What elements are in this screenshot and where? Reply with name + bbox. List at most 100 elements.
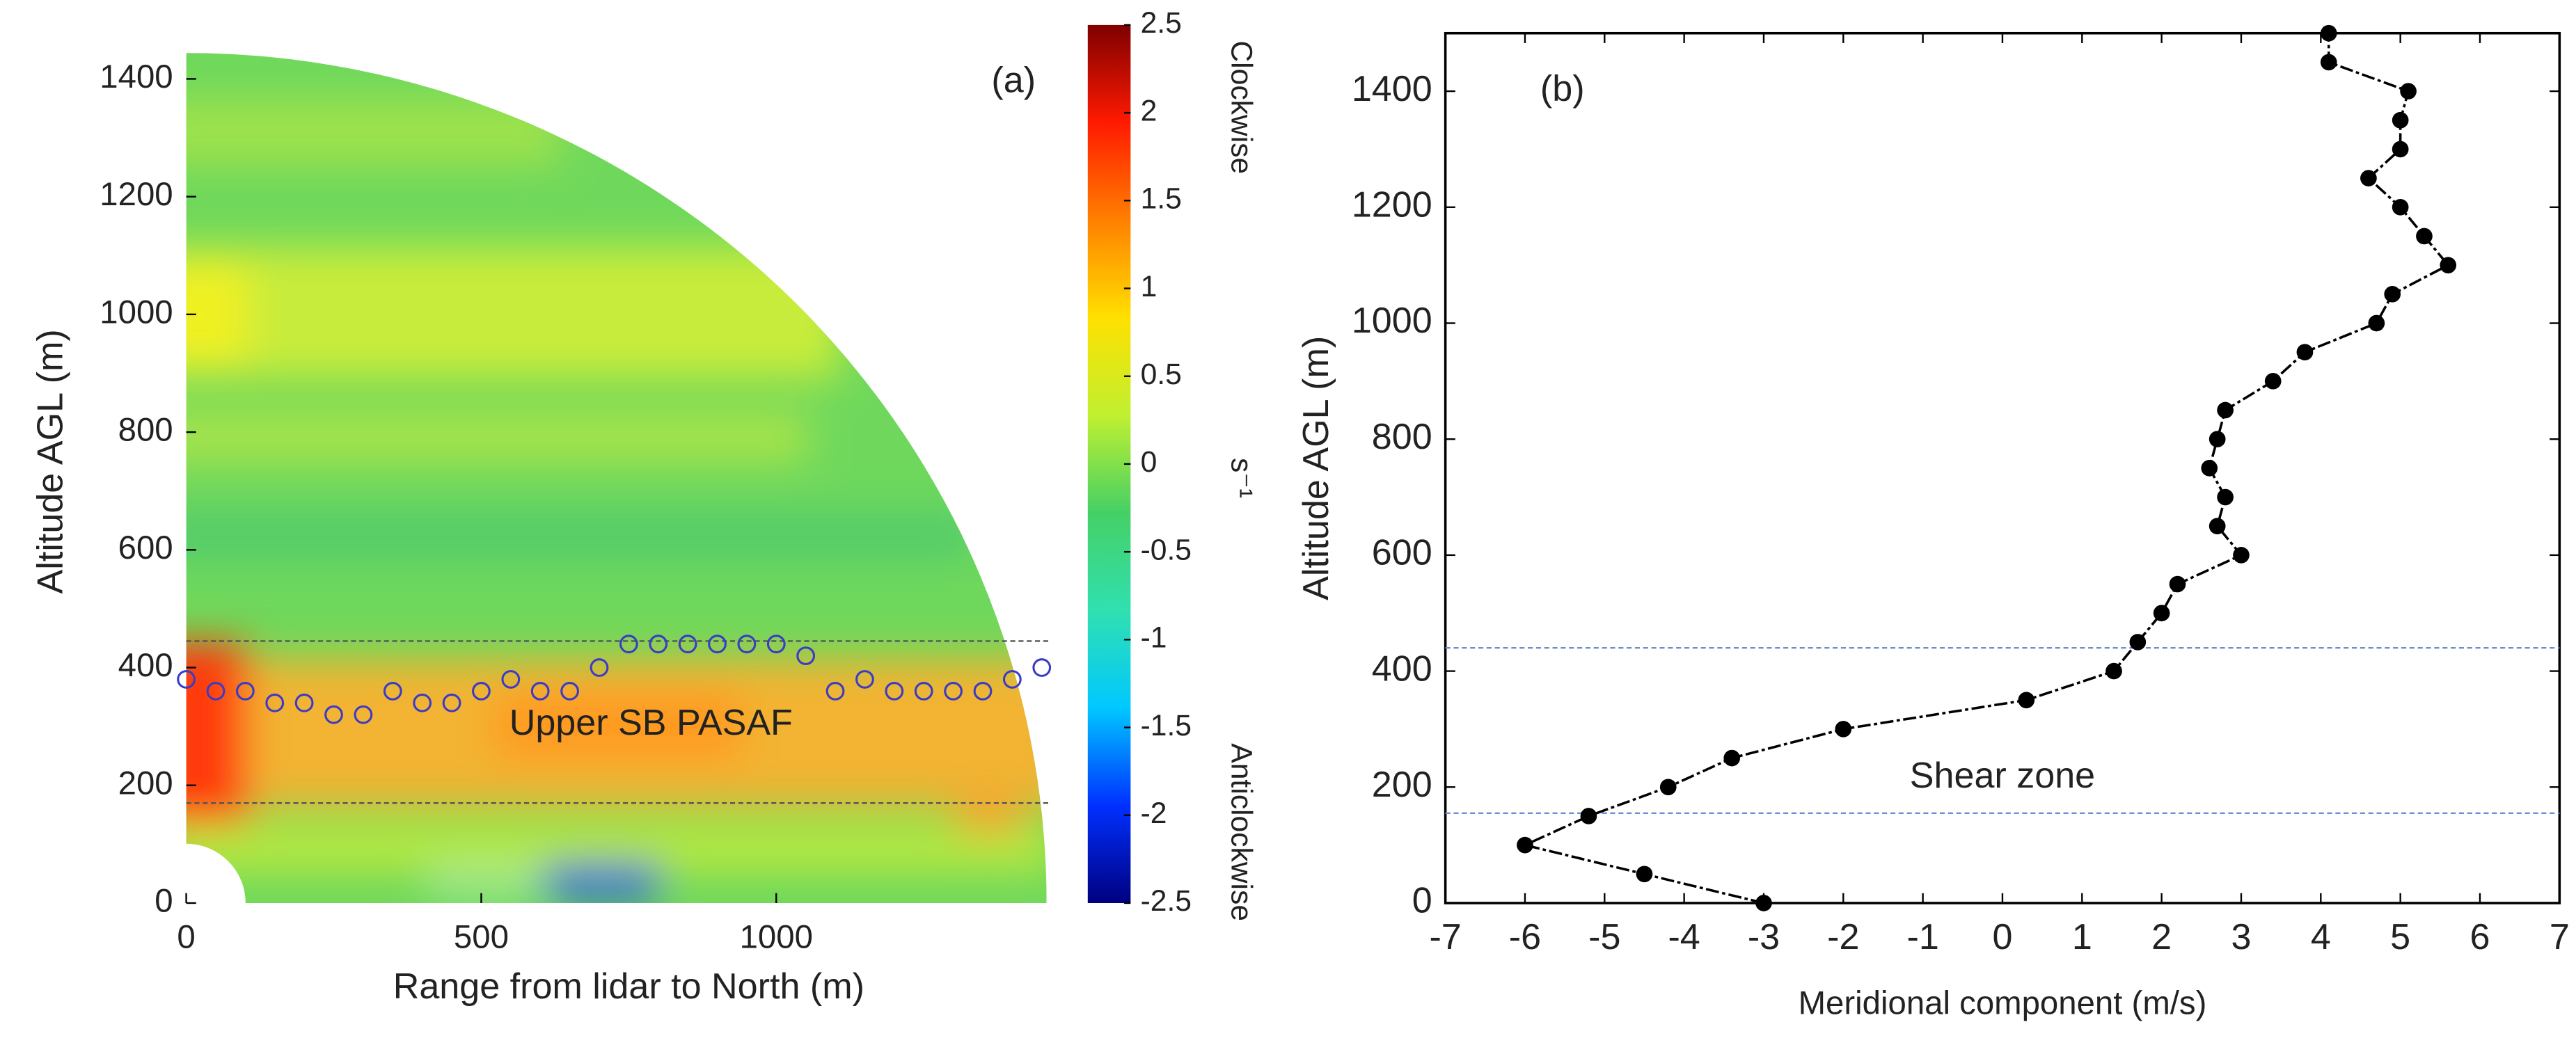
point	[2169, 575, 2186, 593]
point	[855, 670, 874, 689]
y-tick-label: 600	[118, 529, 173, 566]
point	[2384, 285, 2401, 303]
point	[766, 635, 786, 654]
y-tick-label: 1200	[1352, 185, 1432, 225]
x-tick-label: 1	[2072, 917, 2092, 957]
point	[796, 646, 816, 665]
point	[2208, 518, 2226, 535]
y-tick-label: 600	[1372, 533, 1432, 573]
colorbar-tick-label: -1.5	[1141, 709, 1192, 742]
x-tick-label: -1	[1906, 917, 1938, 957]
point	[206, 681, 226, 701]
colorbar-tick-label: -0.5	[1141, 533, 1192, 566]
x-tick-label: 0	[1992, 917, 2012, 957]
colorbar-tick-label: -1	[1141, 621, 1167, 655]
point	[235, 681, 255, 701]
y-axis-title: Altitude AGL (m)	[1296, 336, 1336, 600]
y-tick-label: 1400	[1352, 69, 1432, 109]
point	[442, 693, 461, 712]
colorbar-tick-label: -2.5	[1141, 884, 1192, 918]
point	[590, 658, 609, 677]
x-tick-label: 500	[454, 919, 509, 956]
y-tick-label: 200	[118, 765, 173, 801]
x-tick-label: -5	[1588, 917, 1620, 957]
point	[2392, 141, 2409, 158]
y-tick-label: 800	[1372, 417, 1432, 457]
point	[1659, 779, 1677, 796]
point	[2217, 401, 2234, 419]
colorbar-label: Anticlockwise	[1224, 743, 1258, 921]
point	[2320, 54, 2337, 71]
colorbar-tick-label: 2.5	[1141, 6, 1182, 40]
point	[1723, 749, 1741, 767]
x-tick-label: -2	[1827, 917, 1859, 957]
point	[2392, 198, 2409, 216]
x-tick-label: 5	[2390, 917, 2410, 957]
point	[413, 693, 432, 712]
point	[501, 670, 521, 689]
point	[2392, 111, 2409, 129]
point	[944, 681, 963, 701]
colorbar-tick-label: 0	[1141, 445, 1157, 479]
colorbar-tick-label: 0.5	[1141, 358, 1182, 391]
point	[2129, 634, 2147, 651]
point	[973, 681, 993, 701]
point	[383, 681, 402, 701]
point	[2368, 314, 2385, 332]
point	[2264, 372, 2282, 390]
point	[294, 693, 314, 712]
point	[2416, 228, 2433, 245]
x-tick-label: 7	[2550, 917, 2570, 957]
y-tick-label: 0	[1412, 881, 1432, 921]
point	[825, 681, 845, 701]
point	[2296, 344, 2314, 361]
point	[2153, 605, 2170, 622]
point	[530, 681, 550, 701]
annotation: (a)	[991, 61, 1036, 101]
point	[1517, 836, 1533, 854]
point	[1032, 658, 1052, 677]
y-tick-label: 1000	[1352, 301, 1432, 341]
point	[1580, 808, 1597, 824]
point	[737, 635, 757, 654]
y-tick-label: 800	[118, 412, 173, 449]
annotation: Shear zone	[1910, 756, 2095, 796]
point	[265, 693, 285, 712]
x-tick-label: 6	[2470, 917, 2490, 957]
x-tick-label: 0	[177, 919, 195, 956]
point	[885, 681, 904, 701]
x-tick-label: 4	[2311, 917, 2331, 957]
x-axis-title: Range from lidar to North (m)	[393, 966, 864, 1007]
point	[2208, 431, 2226, 448]
point	[2217, 488, 2234, 506]
point	[560, 681, 579, 701]
point	[2320, 24, 2337, 42]
point	[324, 705, 343, 724]
x-tick-label: 3	[2231, 917, 2251, 957]
point	[678, 635, 697, 654]
point	[2400, 83, 2417, 99]
x-tick-label: 1000	[740, 919, 813, 956]
point	[354, 705, 373, 724]
x-tick-label: -6	[1509, 917, 1541, 957]
point	[2201, 460, 2218, 477]
annotation: Upper SB PASAF	[509, 703, 793, 743]
point	[1002, 670, 1022, 689]
colorbar-label: Clockwise	[1224, 40, 1258, 174]
point	[1755, 895, 1772, 911]
y-tick-label: 1400	[100, 58, 173, 95]
x-axis-title: Meridional component (m/s)	[1799, 984, 2207, 1021]
y-tick-label: 200	[1372, 765, 1432, 805]
point	[914, 681, 933, 701]
colorbar-tick-label: 1	[1141, 270, 1157, 303]
point	[2105, 662, 2122, 680]
point	[2018, 692, 2035, 709]
point	[619, 635, 638, 654]
point	[649, 635, 668, 654]
x-tick-label: -4	[1668, 917, 1700, 957]
colorbar	[1087, 24, 1131, 903]
colorbar-tick-label: 1.5	[1141, 182, 1182, 216]
y-tick-label: 400	[1372, 648, 1432, 689]
